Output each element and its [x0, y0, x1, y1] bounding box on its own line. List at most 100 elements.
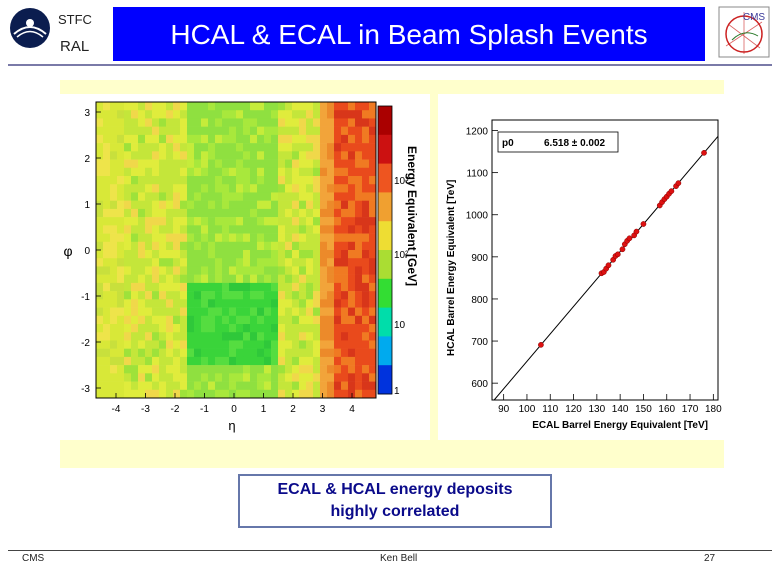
- heatmap-cell: [320, 348, 328, 358]
- heatmap-x-tick-label: 0: [231, 404, 237, 415]
- heatmap-cell: [278, 176, 286, 185]
- heatmap-cell: [208, 266, 216, 275]
- heatmap-cell: [264, 315, 272, 325]
- heatmap-cell: [201, 184, 209, 193]
- heatmap-cell: [194, 225, 202, 234]
- heatmap-cell: [124, 340, 132, 349]
- heatmap-cell: [180, 266, 188, 275]
- heatmap-cell: [348, 356, 356, 366]
- heatmap-cell: [306, 134, 314, 144]
- heatmap-cell: [334, 258, 342, 267]
- heatmap-cell: [278, 184, 286, 193]
- heatmap-cell: [159, 126, 167, 136]
- heatmap-cell: [341, 282, 349, 292]
- heatmap-cell: [124, 299, 132, 308]
- heatmap-cell: [124, 200, 132, 210]
- heatmap-cell: [236, 225, 244, 234]
- heatmap-cell: [362, 315, 370, 325]
- heatmap-cell: [306, 225, 314, 234]
- heatmap-cell: [159, 348, 167, 358]
- heatmap-cell: [250, 274, 258, 284]
- heatmap-cell: [313, 307, 321, 317]
- heatmap-cell: [215, 233, 223, 243]
- heatmap-cell: [292, 299, 300, 308]
- colorbar-segment: [378, 134, 392, 164]
- heatmap-cell: [96, 233, 104, 243]
- heatmap-cell: [222, 389, 230, 399]
- heatmap-cell: [222, 151, 230, 160]
- heatmap-cell: [348, 217, 356, 226]
- heatmap-cell: [194, 332, 202, 341]
- heatmap-cell: [341, 307, 349, 317]
- heatmap-cell: [117, 118, 125, 127]
- heatmap-cell: [166, 307, 174, 317]
- heatmap-cell: [152, 200, 160, 210]
- heatmap-cell: [152, 143, 160, 152]
- heatmap-cell: [201, 208, 209, 218]
- heatmap-cell: [215, 381, 223, 391]
- heatmap-cell: [306, 250, 314, 259]
- heatmap-cell: [306, 307, 314, 317]
- heatmap-cell: [138, 250, 146, 259]
- scatter-plot: 90 100 110 120 130 140 150 160 170 18060070080090…: [446, 119, 722, 431]
- heatmap-cell: [138, 282, 146, 292]
- heatmap-cell: [110, 348, 118, 358]
- heatmap-cell: [124, 324, 132, 333]
- heatmap-cell: [250, 332, 258, 341]
- heatmap-cell: [117, 250, 125, 259]
- heatmap-cell: [124, 266, 132, 275]
- heatmap-cell: [264, 225, 272, 234]
- heatmap-cell: [278, 299, 286, 308]
- heatmap-cell: [285, 192, 293, 201]
- heatmap-cell: [166, 233, 174, 243]
- heatmap-cell: [292, 332, 300, 341]
- heatmap-cell: [152, 291, 160, 300]
- heatmap-cell: [201, 340, 209, 349]
- heatmap-cell: [320, 143, 328, 152]
- heatmap-cell: [257, 356, 265, 366]
- heatmap-cell: [201, 176, 209, 185]
- heatmap-cell: [215, 167, 223, 177]
- heatmap-cell: [145, 217, 153, 226]
- heatmap-cell: [152, 208, 160, 218]
- heatmap-cell: [131, 307, 139, 317]
- heatmap-cell: [278, 134, 286, 144]
- heatmap-cell: [124, 184, 132, 193]
- heatmap-cell: [320, 324, 328, 333]
- heatmap-cell: [355, 159, 363, 169]
- heatmap-cell: [299, 118, 307, 127]
- heatmap-cell: [138, 324, 146, 333]
- heatmap-cell: [341, 241, 349, 251]
- heatmap-cell: [313, 102, 321, 111]
- heatmap-cell: [208, 192, 216, 201]
- heatmap-cell: [110, 291, 118, 300]
- heatmap-cell: [159, 241, 167, 251]
- heatmap-cell: [208, 348, 216, 358]
- title-bar: HCAL & ECAL in Beam Splash Events: [112, 6, 706, 62]
- heatmap-cell: [138, 134, 146, 144]
- heatmap-cell: [222, 143, 230, 152]
- heatmap-cell: [327, 126, 335, 136]
- caption-line-1: ECAL & HCAL energy deposits: [277, 481, 513, 498]
- heatmap-cell: [173, 274, 181, 284]
- heatmap-cell: [257, 340, 265, 349]
- heatmap-cell: [187, 143, 195, 152]
- heatmap-cell: [103, 373, 111, 382]
- heatmap-cell: [355, 389, 363, 399]
- heatmap-cell: [152, 381, 160, 391]
- heatmap-cell: [229, 324, 237, 333]
- heatmap-cell: [208, 291, 216, 300]
- heatmap-cell: [159, 208, 167, 218]
- heatmap-cell: [103, 332, 111, 341]
- heatmap-cell: [215, 324, 223, 333]
- heatmap-cell: [173, 159, 181, 169]
- heatmap-cell: [348, 332, 356, 341]
- heatmap-cell: [194, 241, 202, 251]
- heatmap-cell: [145, 159, 153, 169]
- heatmap-cell: [334, 225, 342, 234]
- heatmap-cell: [131, 258, 139, 267]
- heatmap-cell: [285, 159, 293, 169]
- heatmap-cell: [313, 184, 321, 193]
- heatmap-cell: [138, 151, 146, 160]
- heatmap-cell: [334, 373, 342, 382]
